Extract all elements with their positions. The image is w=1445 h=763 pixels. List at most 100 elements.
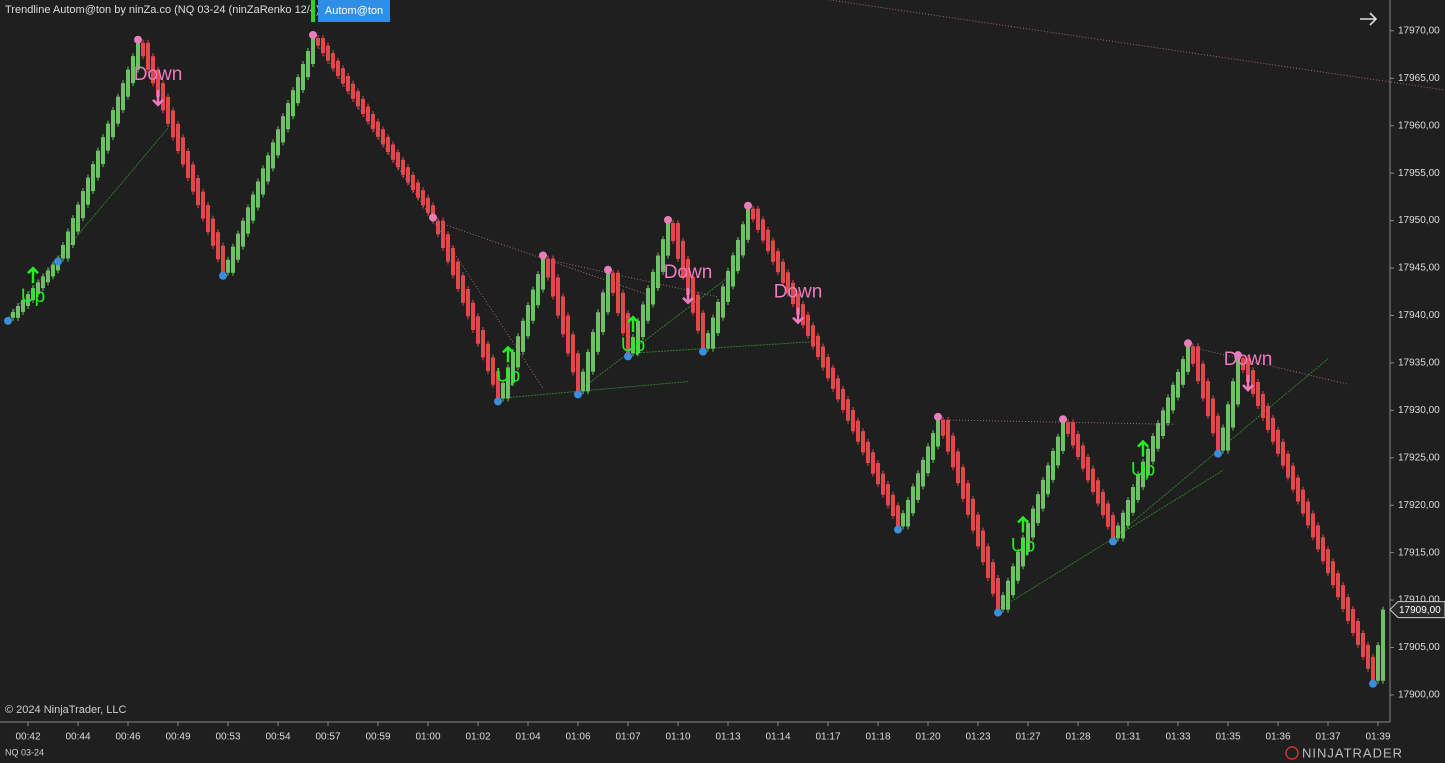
signal-label: Up xyxy=(496,365,520,386)
x-tick-label: 01:00 xyxy=(415,732,440,743)
renko-leg xyxy=(1241,355,1375,684)
renko-leg xyxy=(671,219,705,352)
signal-label: Down xyxy=(774,282,823,303)
pivot-dot xyxy=(309,30,317,39)
x-tick-label: 00:42 xyxy=(15,732,40,743)
x-tick-label: 01:18 xyxy=(865,732,890,743)
pivot-dot xyxy=(1109,537,1117,546)
pivot-dot xyxy=(1059,415,1067,424)
pivot-dot xyxy=(429,213,437,222)
pivot-dot xyxy=(1184,339,1192,348)
x-tick-label: 00:53 xyxy=(215,732,240,743)
signal-label: Up xyxy=(621,335,645,356)
renko-leg xyxy=(11,255,60,321)
last-price-box xyxy=(1389,601,1445,619)
x-tick-label: 01:36 xyxy=(1265,732,1290,743)
x-tick-label: 01:39 xyxy=(1365,732,1390,743)
trendline xyxy=(627,341,814,354)
x-tick-label: 01:33 xyxy=(1165,732,1190,743)
pivot-dot xyxy=(134,35,142,44)
trendline xyxy=(7,127,169,319)
renko-leg xyxy=(436,217,500,402)
trendline xyxy=(497,381,689,399)
pivot-dot xyxy=(219,271,227,280)
y-tick-label: 17900,00 xyxy=(1398,690,1440,701)
x-tick-label: 01:06 xyxy=(565,732,590,743)
renko-leg xyxy=(941,416,1000,613)
pivot-dot xyxy=(664,215,672,224)
y-tick-label: 17920,00 xyxy=(1398,500,1440,511)
renko-leg xyxy=(1191,343,1220,454)
copyright: © 2024 NinjaTrader, LLC xyxy=(5,704,126,716)
signal-arrow xyxy=(627,315,639,333)
renko-leg xyxy=(706,205,750,352)
x-tick-label: 01:23 xyxy=(965,732,990,743)
signal-arrow xyxy=(152,89,164,107)
arrow-icon[interactable] xyxy=(1360,12,1378,26)
renko-leg xyxy=(1221,355,1240,454)
x-tick-label: 01:31 xyxy=(1115,732,1140,743)
y-tick-label: 17950,00 xyxy=(1398,215,1440,226)
x-tick-label: 01:27 xyxy=(1015,732,1040,743)
renko-leg xyxy=(611,269,630,357)
x-tick-label: 00:44 xyxy=(65,732,90,743)
signal-label: Up xyxy=(1011,536,1035,557)
renko-leg xyxy=(141,39,225,276)
renko-leg xyxy=(581,269,610,395)
renko-leg xyxy=(61,39,140,262)
x-tick-label: 01:02 xyxy=(465,732,490,743)
renko-leg xyxy=(1116,343,1190,542)
y-tick-label: 17905,00 xyxy=(1398,642,1440,653)
renko-leg xyxy=(546,255,580,395)
y-tick-label: 17955,00 xyxy=(1398,168,1440,179)
instrument: NQ 03-24 xyxy=(5,747,44,757)
trendline xyxy=(577,269,739,392)
trendline xyxy=(937,419,1174,425)
pivot-dot xyxy=(604,265,612,274)
x-tick-label: 01:04 xyxy=(515,732,540,743)
pivot-dot xyxy=(894,525,902,534)
pivot-dot xyxy=(54,257,62,266)
trendline xyxy=(1112,358,1329,539)
pivot-dot xyxy=(574,390,582,399)
y-tick-label: 17970,00 xyxy=(1398,25,1440,36)
indicator-flag xyxy=(311,0,315,22)
y-tick-label: 17965,00 xyxy=(1398,73,1440,84)
signal-label: Down xyxy=(134,64,183,85)
pivot-dot xyxy=(4,316,12,325)
y-tick-label: 17935,00 xyxy=(1398,358,1440,369)
x-tick-label: 00:49 xyxy=(165,732,190,743)
y-tick-label: 17940,00 xyxy=(1398,310,1440,321)
signal-arrow xyxy=(1137,439,1149,457)
pivot-dot xyxy=(539,251,547,260)
pivot-dot xyxy=(624,352,632,361)
renko-leg xyxy=(1066,419,1115,542)
renko-leg xyxy=(751,205,900,530)
x-tick-label: 01:07 xyxy=(615,732,640,743)
signal-arrow xyxy=(1017,515,1029,533)
renko-leg xyxy=(631,219,670,357)
logo: NINJATRADER xyxy=(1302,745,1403,760)
signal-label: Up xyxy=(21,286,45,307)
pivot-dot xyxy=(994,608,1002,617)
x-tick-label: 01:10 xyxy=(665,732,690,743)
x-tick-label: 01:20 xyxy=(915,732,940,743)
y-tick-label: 17930,00 xyxy=(1398,405,1440,416)
renko-leg xyxy=(226,34,315,276)
signal-arrow xyxy=(792,307,804,325)
x-tick-label: 00:54 xyxy=(265,732,290,743)
pivot-dot xyxy=(934,412,942,421)
autom-button-label[interactable]: Autom@ton xyxy=(325,5,383,17)
pivot-dot xyxy=(1369,679,1377,688)
y-tick-label: 17910,00 xyxy=(1398,595,1440,606)
signal-arrow xyxy=(1242,375,1254,392)
autom-button[interactable] xyxy=(318,0,390,22)
x-tick-label: 01:28 xyxy=(1065,732,1090,743)
x-tick-label: 00:59 xyxy=(365,732,390,743)
trendline xyxy=(1187,345,1349,385)
renko-leg xyxy=(1376,606,1385,684)
y-tick-label: 17915,00 xyxy=(1398,547,1440,558)
logo-icon xyxy=(1285,746,1299,760)
